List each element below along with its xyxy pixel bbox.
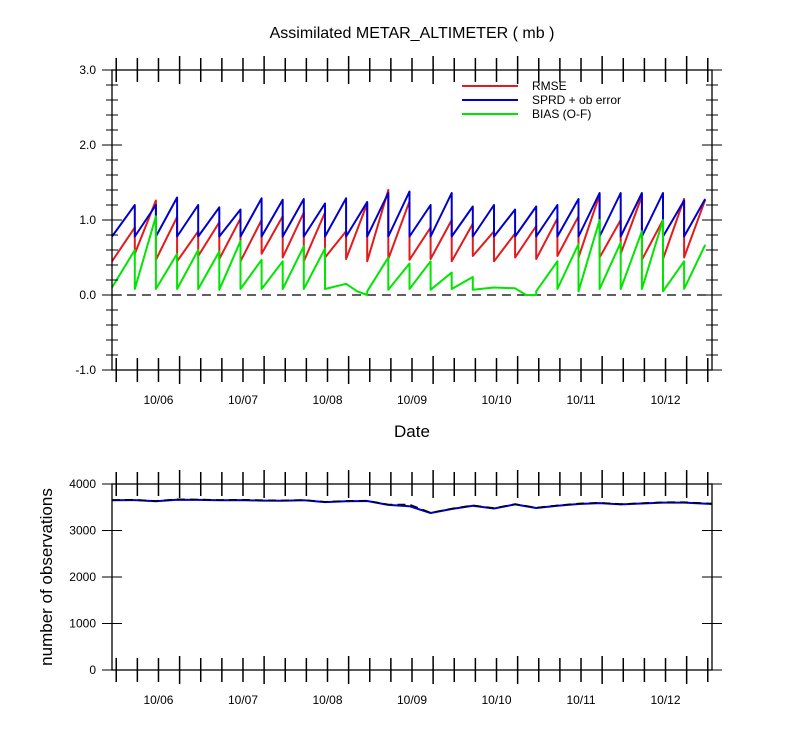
top-series-group (111, 189, 707, 296)
x-axis-label: Date (394, 422, 430, 441)
x-tick-label: 10/07 (228, 393, 258, 407)
x-tick-label: 10/11 (566, 693, 595, 707)
x-tick-label: 10/12 (651, 393, 681, 407)
y-tick-label: 0.0 (79, 288, 96, 302)
y-axis-label: number of observations (37, 488, 56, 666)
legend-label: SPRD + ob error (532, 93, 621, 107)
x-tick-label: 10/06 (143, 693, 173, 707)
x-tick-label: 10/08 (312, 693, 342, 707)
x-tick-label: 10/07 (228, 693, 258, 707)
series-line-2 (111, 215, 707, 296)
legend-label: RMSE (532, 79, 567, 93)
top-y-axis: -1.0 0.0 1.0 2.0 3.0 (75, 63, 722, 377)
top-x-axis: 10/06 10/07 10/08 10/09 10/10 10/11 10/12 (115, 56, 709, 407)
legend-label: BIAS (O-F) (532, 107, 591, 121)
bottom-plot-frame (111, 483, 713, 671)
x-tick-label: 10/08 (312, 393, 342, 407)
y-tick-label: 3000 (69, 524, 96, 538)
y-tick-label: 0 (89, 663, 96, 677)
bottom-x-axis: 10/06 10/07 10/08 10/09 10/10 10/11 10/12 (115, 470, 709, 707)
y-tick-label: 1000 (69, 617, 96, 631)
series-line-1 (111, 498, 713, 514)
x-tick-label: 10/12 (651, 693, 681, 707)
x-tick-label: 10/09 (397, 693, 427, 707)
x-tick-label: 10/10 (481, 693, 511, 707)
y-tick-label: 3.0 (79, 63, 96, 77)
y-tick-label: 2000 (69, 570, 96, 584)
x-tick-label: 10/10 (481, 393, 511, 407)
top-plot-frame (111, 69, 713, 371)
x-tick-label: 10/09 (397, 393, 427, 407)
bottom-series-group (111, 498, 713, 514)
y-tick-label: 1.0 (79, 213, 96, 227)
bottom-y-axis: 0 1000 2000 3000 4000 (69, 477, 722, 677)
x-tick-label: 10/11 (566, 393, 595, 407)
top-chart: Assimilated METAR_ALTIMETER ( mb ) -1.0 0… (75, 25, 722, 441)
chart-title: Assimilated METAR_ALTIMETER ( mb ) (270, 25, 555, 42)
y-tick-label: 4000 (69, 477, 96, 491)
y-tick-label: -1.0 (75, 363, 96, 377)
y-tick-label: 2.0 (79, 138, 96, 152)
x-tick-label: 10/06 (143, 393, 173, 407)
series-line-0 (111, 498, 713, 514)
